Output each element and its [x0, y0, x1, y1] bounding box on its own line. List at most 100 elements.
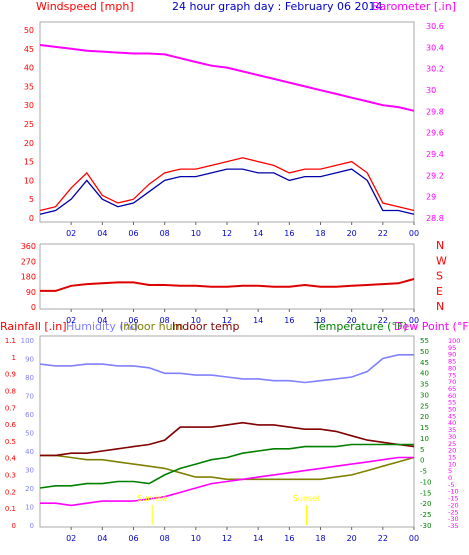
- dew-y-tick-13: 35: [448, 426, 456, 434]
- wind-time-label-7: 16: [284, 229, 294, 238]
- barometer-title: Barometer [.in]: [372, 0, 456, 13]
- baro-y-tick-9: 28.8: [426, 214, 444, 223]
- dew-y-tick-2: 90: [448, 351, 456, 359]
- wind-time-label-8: 18: [315, 229, 325, 238]
- wind-y-tick-10: 0: [29, 214, 34, 223]
- wind-y-tick-4: 30: [24, 101, 34, 110]
- temp-time-label-1: 04: [97, 534, 107, 543]
- wind-time-label-0: 02: [66, 229, 76, 238]
- dew-y-tick-4: 80: [448, 364, 456, 372]
- legend-humidity: Humidity (%): [66, 320, 138, 333]
- temp-y-tick-16: -25: [420, 511, 431, 519]
- wind-y-tick-7: 15: [24, 158, 34, 167]
- dew-y-tick-7: 65: [448, 385, 456, 393]
- dew-y-tick-19: 5: [448, 467, 452, 475]
- rain-y-tick-7: 0.4: [5, 455, 17, 463]
- legend-indoor-temp: Indoor temp: [172, 320, 239, 333]
- rain-y-tick-3: 0.8: [5, 387, 16, 395]
- temp-y-tick-17: -30: [420, 522, 431, 530]
- temp-series-4: [40, 456, 414, 507]
- dew-y-tick-1: 95: [448, 344, 456, 352]
- temp-time-label-4: 10: [191, 534, 201, 543]
- dir-series-0: [40, 278, 415, 292]
- rain-y-tick-9: 0.2: [5, 488, 16, 496]
- dir-compass-1: W: [436, 254, 447, 267]
- dew-y-tick-20: 0: [448, 474, 452, 482]
- dew-y-tick-12: 40: [448, 419, 456, 427]
- dew-y-tick-24: -20: [448, 501, 459, 509]
- baro-y-tick-4: 29.8: [426, 107, 444, 116]
- wind-time-label-3: 08: [160, 229, 170, 238]
- temp-y-tick-13: -10: [420, 478, 431, 486]
- dew-y-tick-5: 75: [448, 371, 456, 379]
- wind-y-tick-8: 10: [24, 176, 34, 185]
- temp-time-label-0: 02: [66, 534, 76, 543]
- wind-y-tick-9: 5: [29, 195, 34, 204]
- windspeed-title: Windspeed [mph]: [36, 0, 134, 13]
- rain-y-tick-6: 0.5: [5, 438, 16, 446]
- sun-label-1: Sunset: [293, 494, 320, 503]
- temp-y-tick-5: 30: [420, 391, 429, 399]
- temp-y-tick-0: 55: [420, 337, 429, 345]
- temp-y-tick-10: 5: [420, 446, 424, 454]
- rain-y-tick-1: 1: [12, 354, 16, 362]
- baro-y-tick-2: 30.2: [426, 65, 444, 74]
- temp-series-3: [39, 443, 414, 489]
- dir-time-label-10: 22: [378, 316, 388, 325]
- dir-y-tick-0: 360: [21, 242, 36, 251]
- temp-y-tick-9: 10: [420, 435, 429, 443]
- wind-series-0: [39, 157, 415, 212]
- dir-time-label-7: 16: [284, 316, 294, 325]
- dir-time-label-9: 20: [347, 316, 357, 325]
- dew-y-tick-26: -30: [448, 515, 459, 523]
- baro-y-tick-5: 29.6: [426, 129, 444, 138]
- dew-y-tick-11: 45: [448, 412, 456, 420]
- temp-y-tick-11: 0: [420, 457, 424, 465]
- temp-time-label-11: 00: [409, 534, 419, 543]
- temp-y-tick-2: 45: [420, 359, 429, 367]
- dir-compass-0: N: [436, 239, 444, 252]
- rain-y-tick-0: 1.1: [5, 337, 16, 345]
- temp-time-label-7: 16: [284, 534, 294, 543]
- temp-y-tick-14: -15: [420, 489, 431, 497]
- dir-compass-3: E: [436, 285, 443, 298]
- wind-time-label-2: 06: [128, 229, 138, 238]
- dir-time-label-4: 10: [191, 316, 201, 325]
- dir-time-label-1: 04: [97, 316, 107, 325]
- rain-y-tick-10: 0.1: [5, 505, 16, 513]
- dir-time-label-8: 18: [315, 316, 325, 325]
- hum-y-tick-2: 80: [25, 374, 34, 382]
- dir-compass-2: S: [436, 270, 443, 283]
- dir-y-tick-3: 90: [26, 288, 36, 297]
- baro-y-tick-7: 29.2: [426, 171, 444, 180]
- dew-y-tick-23: -15: [448, 495, 459, 503]
- dew-y-tick-10: 50: [448, 406, 456, 414]
- baro-y-tick-6: 29.4: [426, 150, 444, 159]
- dew-y-tick-15: 25: [448, 440, 456, 448]
- legend-dewpoint: Dew Point (°F): [394, 320, 469, 333]
- dew-y-tick-0: 100: [448, 337, 460, 345]
- dir-compass-4: N: [436, 300, 444, 313]
- hum-y-tick-1: 90: [25, 356, 34, 364]
- temp-series-1: [40, 454, 415, 481]
- baro-y-tick-1: 30.4: [426, 43, 444, 52]
- dir-time-label-11: 00: [409, 316, 419, 325]
- wind-series-1: [39, 168, 415, 215]
- legend-rainfall: Rainfall [.in]: [0, 320, 67, 333]
- dew-y-tick-21: -5: [448, 481, 454, 489]
- dew-y-tick-3: 85: [448, 358, 456, 366]
- dew-y-tick-27: -35: [448, 522, 459, 530]
- temp-y-tick-4: 35: [420, 381, 429, 389]
- dew-y-tick-22: -10: [448, 488, 459, 496]
- temp-y-tick-1: 50: [420, 348, 429, 356]
- dir-time-label-0: 02: [66, 316, 76, 325]
- temp-y-tick-15: -20: [420, 500, 431, 508]
- hum-y-tick-10: 0: [30, 522, 34, 530]
- wind-y-tick-3: 35: [24, 82, 34, 91]
- temp-series-2: [40, 421, 415, 457]
- temp-series-0: [39, 353, 414, 384]
- temp-y-tick-3: 40: [420, 370, 429, 378]
